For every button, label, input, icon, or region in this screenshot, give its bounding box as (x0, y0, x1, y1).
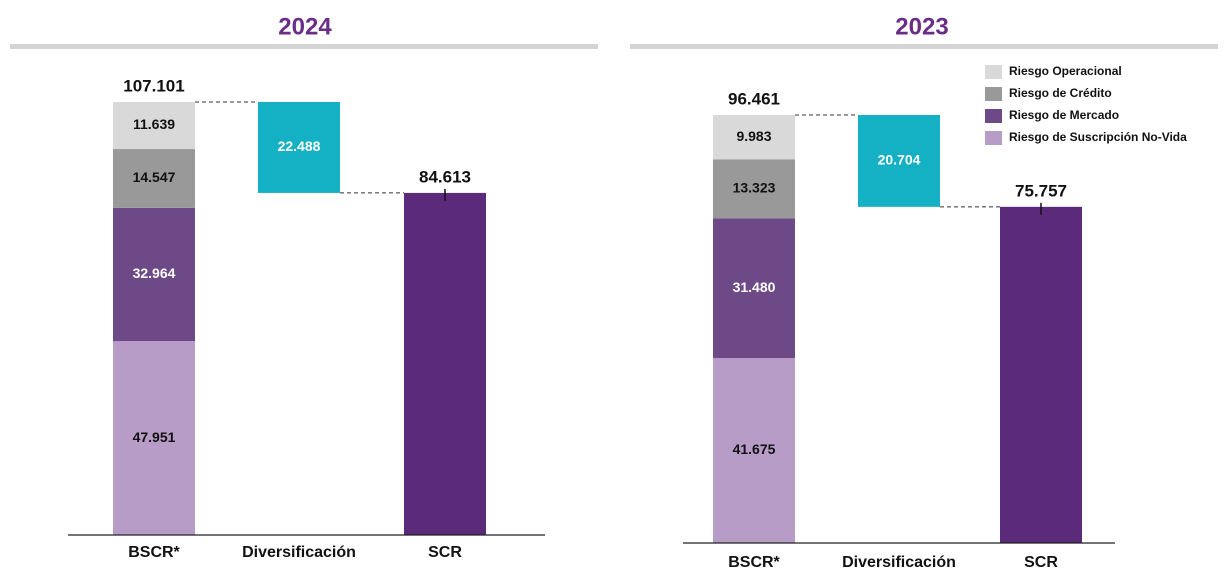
scr-bar (1000, 206, 1082, 543)
title-rule (630, 44, 1218, 49)
segment-label: 31.480 (733, 279, 776, 295)
legend-label: Riesgo Operacional (1009, 64, 1122, 78)
category-label: Diversificación (242, 544, 356, 561)
stack-segment (113, 207, 195, 342)
legend-label: Riesgo de Crédito (1009, 86, 1112, 100)
diversification-bar (258, 102, 340, 193)
legend-swatch (985, 109, 1002, 123)
segment-label: 11.639 (133, 116, 175, 132)
chart-title: 2024 (278, 13, 332, 40)
segment-label: 32.964 (133, 265, 176, 281)
scr-label: 75.757 (1015, 181, 1067, 200)
diversification-label: 22.488 (278, 138, 321, 154)
total-label: 107.101 (123, 76, 184, 95)
segment-label: 41.675 (733, 441, 776, 457)
diversification-bar (858, 115, 940, 207)
legend-swatch (985, 65, 1002, 79)
stack-segment (713, 358, 795, 543)
legend-swatch (985, 87, 1002, 101)
stack-segment (113, 341, 195, 535)
stack-segment (713, 218, 795, 359)
diversification-label: 20.704 (878, 152, 921, 168)
segment-label: 13.323 (733, 180, 776, 196)
segment-label: 9.983 (736, 128, 771, 144)
category-label: SCR (1024, 554, 1058, 569)
chart-title: 2023 (895, 13, 948, 40)
legend-swatch (985, 131, 1002, 145)
stack-segment (713, 159, 795, 219)
scr-bar (404, 192, 486, 535)
segment-label: 14.547 (133, 169, 176, 185)
category-label: BSCR* (128, 544, 180, 561)
stack-segment (113, 102, 195, 150)
category-label: Diversificación (842, 554, 956, 569)
scr-label: 84.613 (419, 167, 471, 186)
legend-label: Riesgo de Mercado (1009, 108, 1119, 122)
stack-segment (713, 115, 795, 160)
title-rule (10, 44, 598, 49)
stack-segment (113, 149, 195, 208)
category-label: SCR (428, 544, 462, 561)
legend-label: Riesgo de Suscripción No-Vida (1009, 130, 1187, 144)
segment-label: 47.951 (133, 429, 176, 445)
category-label: BSCR* (728, 554, 780, 569)
total-label: 96.461 (728, 89, 780, 108)
